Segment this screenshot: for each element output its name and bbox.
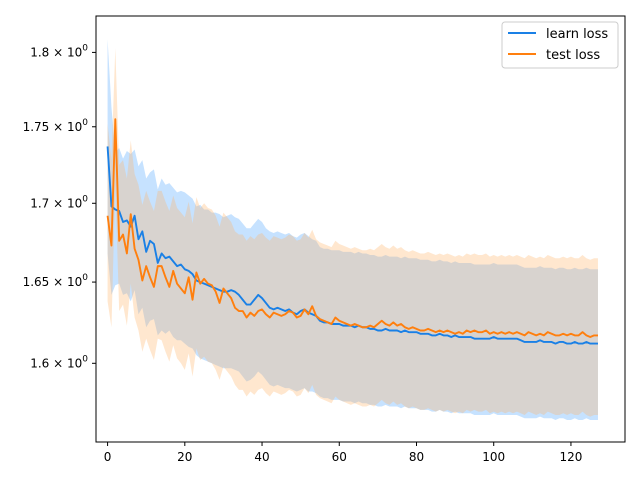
confidence-bands	[107, 39, 598, 421]
legend-label-learn-loss: learn loss	[546, 27, 608, 42]
x-tick-label: 20	[177, 450, 192, 464]
series-lines	[106, 118, 598, 345]
line-learn-loss	[106, 146, 598, 345]
y-tick-label: 1.7 × 100	[30, 194, 88, 210]
x-tick-label: 0	[104, 450, 112, 464]
x-tick-label: 100	[482, 450, 505, 464]
x-axis: 0 20 40 60 80 100 120	[104, 442, 582, 464]
y-tick-label: 1.75 × 100	[23, 118, 89, 134]
y-axis: 1.6 × 100 1.65 × 100 1.7 × 100 1.75 × 100 1.…	[23, 43, 96, 370]
y-tick-label: 1.8 × 100	[30, 43, 88, 59]
line-test-loss	[106, 118, 598, 338]
legend-label-test-loss: test loss	[546, 48, 600, 63]
legend: learn loss test loss	[501, 21, 619, 69]
x-tick-label: 120	[559, 450, 582, 464]
x-tick-label: 40	[254, 450, 269, 464]
band-learn-loss	[107, 39, 598, 421]
y-tick-label: 1.6 × 100	[30, 354, 88, 370]
y-tick-label: 1.65 × 100	[23, 273, 89, 289]
x-tick-label: 60	[332, 450, 347, 464]
x-tick-label: 80	[409, 450, 424, 464]
band-test-loss	[107, 48, 598, 417]
plot-frame	[95, 15, 626, 443]
